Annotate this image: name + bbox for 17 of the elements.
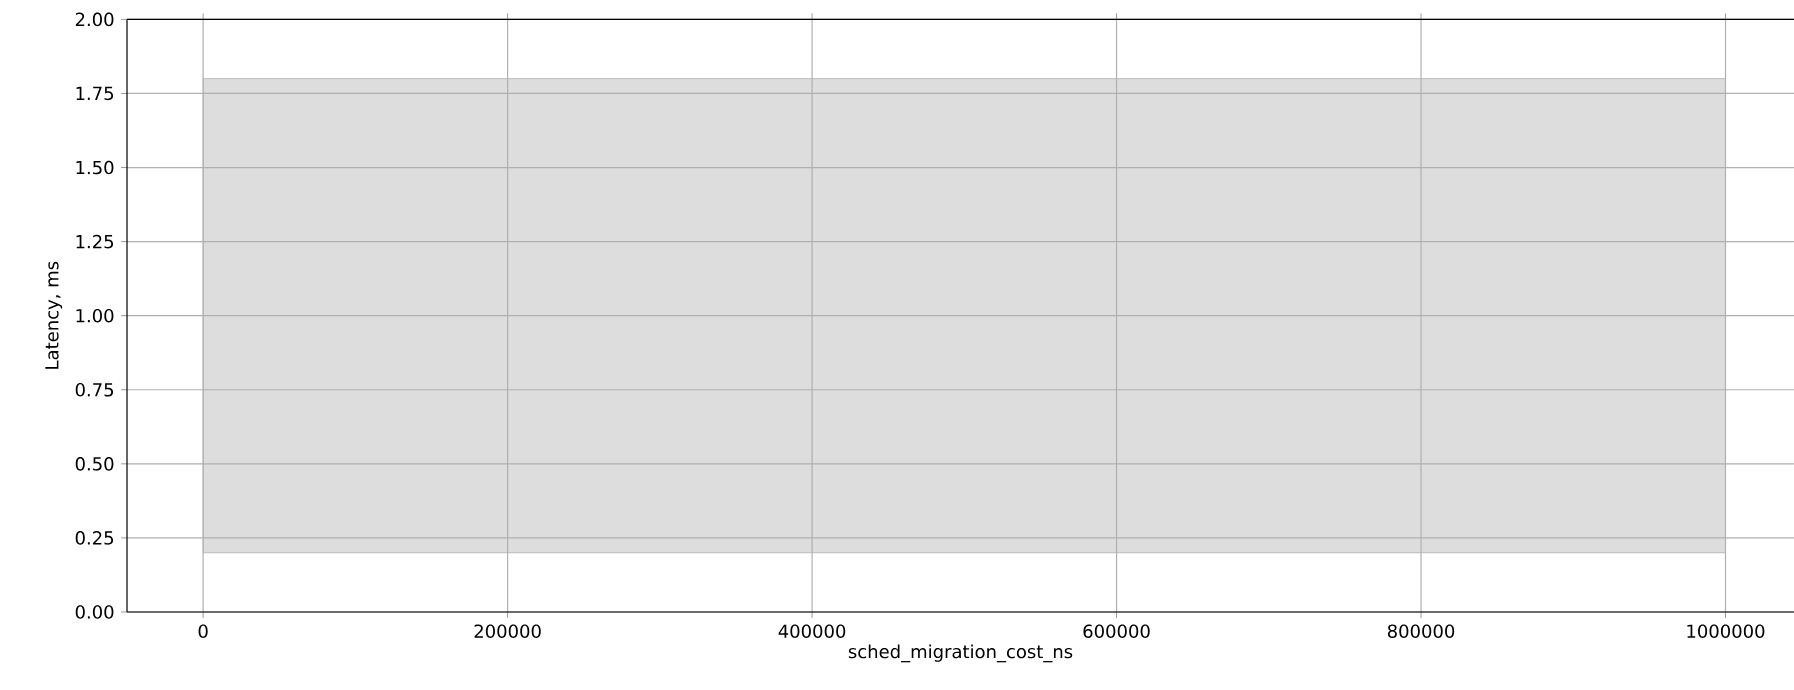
x-tick-label: 800000: [1387, 624, 1455, 638]
y-tick-label: 1.00: [76, 308, 114, 323]
y-tick-label: 2.00: [75, 12, 114, 27]
x-axis-title: sched_migration_cost_ns: [848, 644, 1073, 663]
y-tick-label: 0.75: [75, 382, 114, 397]
x-tick-label: 0: [198, 624, 208, 638]
y-tick-label: 1.75: [76, 86, 114, 101]
x-tick-label: 400000: [778, 624, 846, 638]
y-tick-label: 0.25: [75, 531, 114, 545]
x-tick-label: 600000: [1083, 624, 1150, 638]
y-axis-title: Latency, ms: [45, 261, 63, 369]
x-tick-label: 200000: [474, 624, 541, 638]
y-tick-label: 0.50: [75, 457, 114, 471]
y-tick-label: 1.50: [76, 160, 114, 175]
y-tick-label: 0.00: [75, 605, 114, 619]
x-tick-label: 1000000: [1687, 624, 1765, 638]
y-tick-label: 1.25: [76, 234, 114, 249]
